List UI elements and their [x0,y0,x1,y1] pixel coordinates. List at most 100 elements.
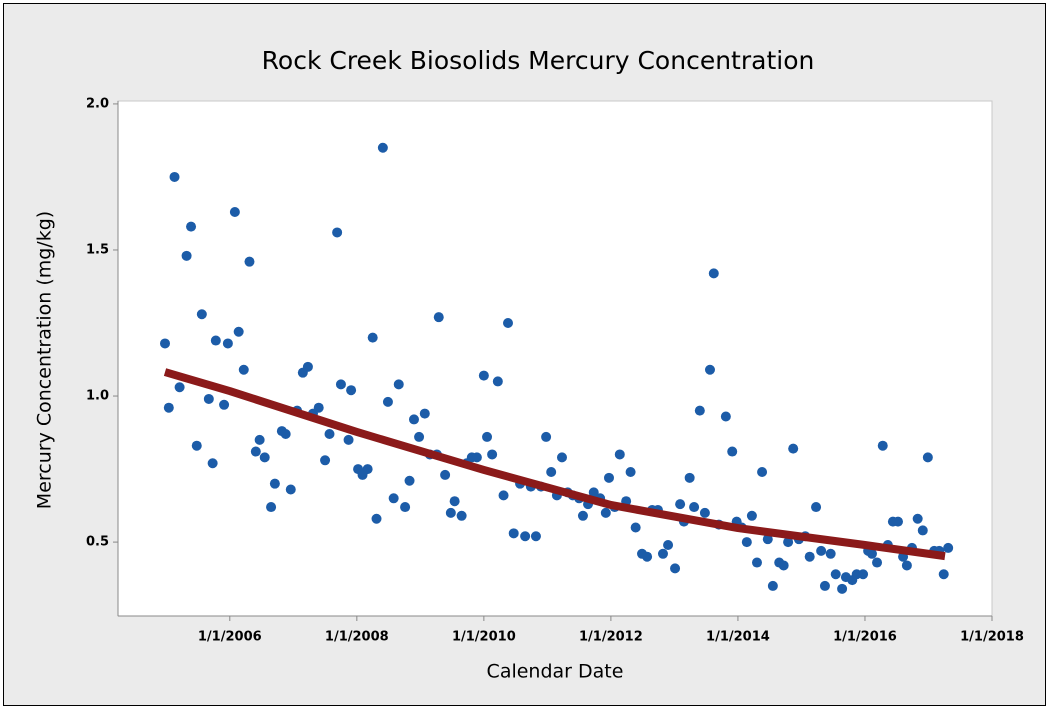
data-point [482,431,493,442]
x-tick-label: 1/1/2008 [325,630,389,645]
data-point [778,560,789,571]
data-point [393,379,404,390]
data-point [456,510,467,521]
data-point [266,502,277,513]
data-point [388,493,399,504]
data-point [408,414,419,425]
data-point [684,472,695,483]
data-point [207,458,218,469]
data-point [244,256,255,267]
data-point [313,402,324,413]
data-point [302,361,313,372]
plot-area [117,100,993,617]
data-point [332,227,343,238]
data-point [816,545,827,556]
data-point [259,452,270,463]
data-point [196,309,207,320]
data-point [577,510,588,521]
data-point [487,449,498,460]
data-point [163,402,174,413]
data-point [498,490,509,501]
data-point [837,583,848,594]
x-tick-label: 1/1/2010 [452,630,516,645]
data-point [901,560,912,571]
data-point [400,502,411,513]
data-point [219,399,230,410]
data-point [877,440,888,451]
data-point [751,557,762,568]
data-point [502,318,513,329]
x-tick-label: 1/1/2014 [706,630,770,645]
data-point [362,464,373,475]
data-point [346,385,357,396]
data-point [229,207,240,218]
data-point [478,370,489,381]
data-point [757,466,768,477]
data-point [675,499,686,510]
data-point [783,537,794,548]
data-point [767,580,778,591]
data-point [191,440,202,451]
data-point [203,393,214,404]
data-point [625,466,636,477]
data-point [445,507,456,518]
data-point [657,548,668,559]
data-point [762,534,773,545]
y-tick-label: 2.0 [86,96,109,111]
x-tick-label: 1/1/2012 [579,630,643,645]
y-tick-label: 0.5 [86,535,109,550]
data-point [892,516,903,527]
data-point [922,452,933,463]
data-point [508,528,519,539]
data-point [663,540,674,551]
data-point [335,379,346,390]
data-point [741,537,752,548]
data-point [285,484,296,495]
data-point [449,496,460,507]
data-point [788,443,799,454]
data-point [254,434,265,445]
data-point [222,338,233,349]
data-point [238,364,249,375]
data-point [614,449,625,460]
data-point [530,531,541,542]
data-point [938,569,949,580]
data-point [404,475,415,486]
chart-title: Rock Creek Biosolids Mercury Concentrati… [262,46,815,75]
data-point [186,221,197,232]
data-point [603,472,614,483]
data-point [699,507,710,518]
data-point [280,429,291,440]
data-point [866,548,877,559]
data-point [160,338,171,349]
data-point [269,478,280,489]
x-axis-label: Calendar Date [487,661,624,683]
data-point [819,580,830,591]
y-axis-label: Mercury Concentration (mg/kg) [34,211,56,509]
data-point [872,557,883,568]
data-point [689,502,700,513]
data-point [556,452,567,463]
data-point [804,551,815,562]
data-point [419,408,430,419]
data-point [708,268,719,279]
data-point [324,429,335,440]
data-point [912,513,923,524]
data-point [250,446,261,457]
data-point [630,522,641,533]
data-point [704,364,715,375]
data-point [367,332,378,343]
data-point [440,469,451,480]
data-point [600,507,611,518]
data-point [727,446,738,457]
y-tick-label: 1.5 [86,242,109,257]
data-point [343,434,354,445]
data-point [471,452,482,463]
data-point [520,531,531,542]
data-point [670,563,681,574]
data-point [588,487,599,498]
data-point [210,335,221,346]
data-point [320,455,331,466]
data-point [377,142,388,153]
